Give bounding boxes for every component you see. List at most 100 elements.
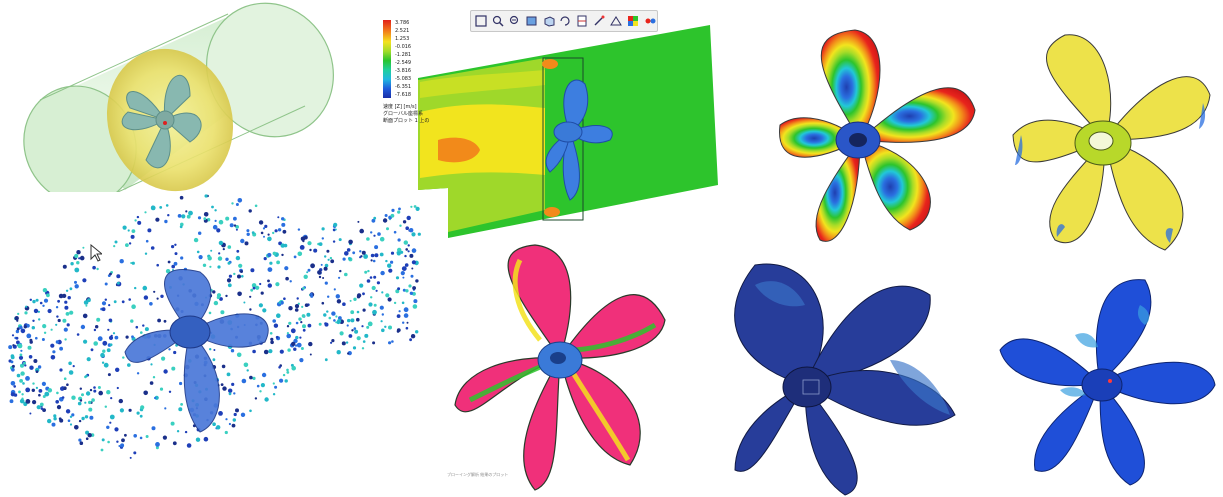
particle-dot — [59, 368, 63, 372]
particle-dot — [178, 407, 183, 412]
rainbow-propeller-graphic — [779, 29, 976, 242]
zoom-fit-icon[interactable] — [474, 13, 489, 29]
particle-dot — [228, 274, 232, 278]
particle-dot — [220, 383, 224, 386]
section-icon[interactable] — [575, 13, 590, 29]
particle-dot — [272, 231, 275, 235]
particle-trace-view[interactable] — [0, 192, 440, 497]
particle-dot — [224, 430, 228, 435]
particle-dot — [37, 310, 41, 313]
particle-dot — [101, 301, 107, 306]
particle-dot — [267, 267, 273, 272]
section-plot-view[interactable] — [380, 0, 720, 240]
particle-dot — [31, 400, 37, 405]
particle-dot — [40, 407, 44, 410]
particle-dot — [272, 382, 275, 385]
particle-dot — [177, 214, 182, 218]
zoom-in-icon[interactable] — [491, 13, 506, 29]
particle-dot — [277, 228, 282, 232]
yellow-propeller-view[interactable] — [995, 15, 1223, 265]
view-front-icon[interactable] — [524, 13, 539, 29]
particle-dot — [21, 393, 24, 396]
particle-dot — [405, 248, 409, 251]
particle-dot — [151, 426, 156, 431]
particle-dot — [327, 258, 330, 261]
particle-dot — [412, 304, 418, 309]
particle-dot — [76, 261, 80, 265]
particle-dot — [18, 355, 24, 360]
particle-dot — [150, 205, 156, 211]
particle-dot — [147, 228, 152, 233]
particle-dot — [367, 321, 373, 327]
particle-dot — [403, 240, 408, 245]
particle-dot — [63, 377, 67, 380]
particle-dot — [403, 307, 409, 313]
particle-dot — [263, 349, 269, 355]
particle-dot — [351, 329, 354, 332]
pink-propeller-view[interactable] — [440, 240, 690, 497]
particle-dot — [35, 386, 39, 389]
particle-dot — [67, 419, 71, 422]
particle-dot — [348, 334, 353, 338]
particle-dot — [186, 443, 192, 448]
particle-dot — [402, 220, 407, 224]
display-mode-icon[interactable] — [625, 13, 640, 29]
particle-dot — [356, 336, 361, 341]
particle-dot — [322, 277, 325, 279]
particle-dot — [107, 373, 111, 377]
particle-dot — [359, 283, 364, 288]
view-iso-icon[interactable] — [541, 13, 556, 29]
particle-dot — [80, 324, 86, 330]
particle-dot — [228, 388, 233, 393]
particle-dot — [72, 365, 75, 368]
particle-dot — [295, 321, 299, 325]
blue-propeller-view[interactable] — [990, 265, 1223, 497]
particle-dot — [69, 287, 73, 291]
particle-dot — [13, 385, 16, 388]
particle-dot — [376, 281, 380, 285]
particle-dot — [308, 341, 313, 347]
particle-dot — [64, 338, 67, 341]
particle-dot — [411, 267, 414, 270]
rainbow-propeller-view[interactable] — [760, 15, 990, 255]
pipe-propeller-view[interactable] — [0, 0, 360, 192]
particle-dot — [387, 297, 392, 302]
measure-icon[interactable] — [609, 13, 624, 29]
navy-propeller-view[interactable] — [715, 255, 965, 497]
particle-dot — [218, 240, 224, 246]
particle-dot — [410, 205, 413, 208]
particle-dot — [197, 216, 202, 220]
particle-dot — [213, 300, 219, 306]
particle-dot — [262, 308, 267, 313]
particle-dot — [277, 216, 280, 219]
settings-icon[interactable] — [642, 13, 657, 29]
particle-dot — [356, 317, 360, 322]
particle-dot — [353, 327, 357, 330]
particle-dot — [411, 248, 417, 253]
particle-dot — [283, 297, 286, 300]
particle-dot — [168, 390, 172, 393]
particle-dot — [100, 352, 105, 358]
particle-dot — [342, 302, 346, 306]
particle-dot — [284, 266, 289, 271]
particle-dot — [407, 250, 410, 253]
particle-dot — [144, 211, 147, 214]
particle-dot — [237, 274, 241, 279]
particle-dot — [122, 356, 125, 359]
particle-dot — [38, 389, 43, 393]
particle-dot — [380, 270, 385, 276]
particle-dot — [145, 239, 149, 243]
rotate-icon[interactable] — [558, 13, 573, 29]
particle-dot — [56, 315, 59, 318]
particle-dot — [300, 321, 303, 324]
particle-dot — [359, 250, 362, 253]
yellow-propeller-graphic — [1012, 34, 1211, 251]
particle-dot — [55, 306, 59, 309]
particle-dot — [57, 299, 60, 303]
particle-dot — [237, 198, 243, 203]
particle-dot — [170, 421, 175, 426]
particle-dot — [162, 435, 167, 440]
probe-icon[interactable] — [592, 13, 607, 29]
zoom-out-icon[interactable] — [508, 13, 523, 29]
particle-dot — [293, 347, 297, 351]
